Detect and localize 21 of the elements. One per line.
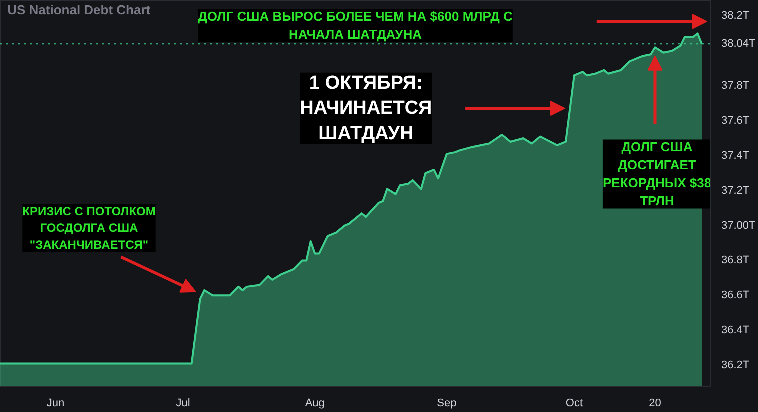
chart-title: US National Debt Chart [8, 2, 152, 18]
y-tick-label: 36.4T [722, 324, 750, 337]
y-tick-label: 37.4T [722, 150, 750, 162]
y-tick-label: 37.00T [722, 220, 756, 232]
y-tick-label: 36.8T [722, 254, 750, 267]
y-tick-label: 37.2T [722, 184, 750, 197]
x-tick-label: Jul [176, 398, 190, 410]
annotation: 1 ОКТЯБРЯ: НАЧИНАЕТСЯ ШАТДАУН [300, 72, 432, 144]
x-tick-label: Sep [437, 398, 457, 410]
y-tick-label: 36.6T [722, 290, 750, 302]
annotation: КРИЗИС С ПОТОЛКОМ ГОСДОЛГА США "ЗАКАНЧИВАЕТСЯ" [22, 204, 156, 252]
y-tick-label: 36.2T [722, 360, 750, 372]
x-tick-label: Aug [305, 398, 325, 410]
y-tick-label: 38.2T [722, 10, 750, 22]
y-tick-label: 37.6T [722, 115, 750, 128]
y-tick-label: 37.8T [722, 80, 750, 92]
x-tick-label: 20 [649, 398, 662, 410]
ref-line-label: 38.04T [722, 38, 756, 50]
x-tick-label: Jun [46, 398, 65, 410]
x-tick-label: Oct [566, 398, 584, 410]
annotation: ДОЛГ США ВЫРОС БОЛЕЕ ЧЕМ НА $600 МЛРД С НАЧАЛА ШАТДАУНА [198, 9, 514, 42]
